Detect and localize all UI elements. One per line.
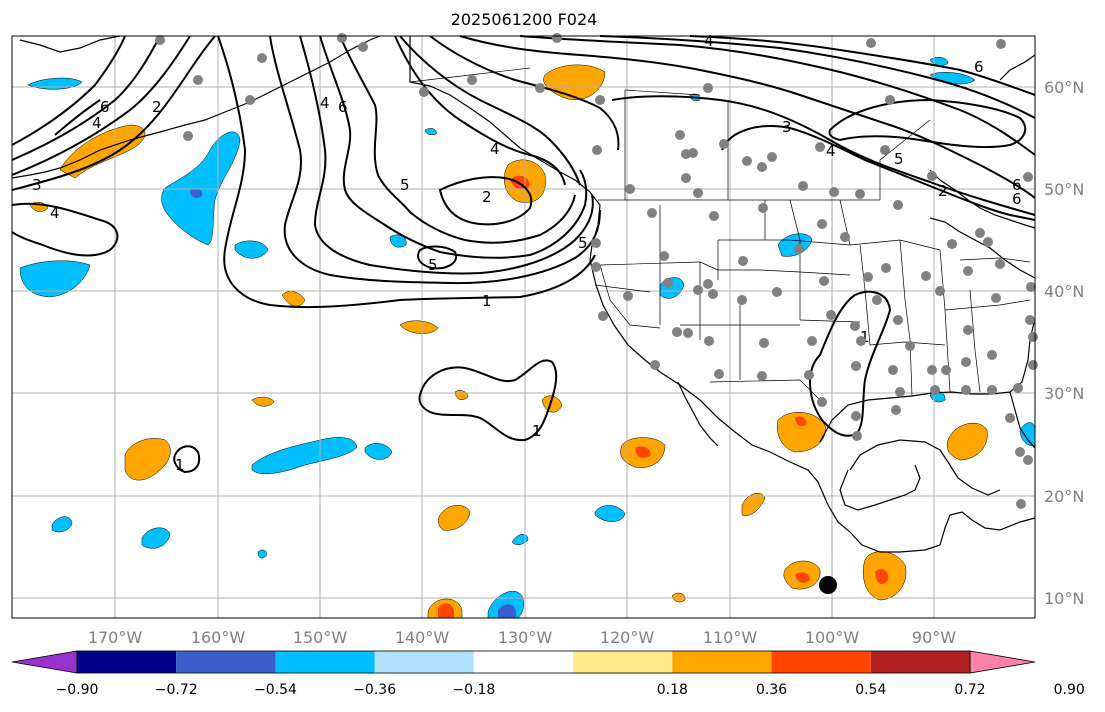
contour-label: 1 [532,422,542,440]
colorbar-outline [76,650,971,674]
colorbar-segment [77,651,177,673]
contour-label: 6 [974,58,984,76]
colorbar-tick-label: −0.90 [56,682,99,698]
lon-tick-label: 170°W [88,628,143,647]
lon-tick-label: 100°W [805,628,860,647]
lon-tick-label: 140°W [395,628,450,647]
lat-tick-label: 50°N [1044,180,1084,199]
contour-label: 4 [704,32,714,50]
contour-label: 4 [320,94,330,112]
colorbar-tick-label: 0.54 [855,682,886,698]
contour-label: 4 [92,114,102,132]
contour-label: 4 [50,204,60,222]
contour-label: 1 [175,456,185,474]
colorbar: −0.90 −0.72 −0.54 −0.36 −0.18 0.18 0.36 0.54 0.7… [11,650,1085,698]
contour-label: 5 [894,150,904,168]
contour-label: 6 [1012,176,1022,194]
shaded-anomalies [19,56,1036,619]
lat-tick-label: 20°N [1044,487,1084,506]
lon-tick-label: 150°W [293,628,348,647]
lat-tick-label: 40°N [1044,282,1084,301]
colorbar-segment [275,651,375,673]
lon-tick-label: 120°W [600,628,655,647]
contour-label: 5 [400,176,410,194]
lat-tick-label: 60°N [1044,78,1084,97]
center-marker [819,576,837,594]
colorbar-segment [771,651,871,673]
contour-label: 5 [578,234,588,252]
height-anomaly-contours [11,35,1036,474]
contour-label: 3 [782,118,792,136]
colorbar-segment [870,651,970,673]
contour-label: 3 [32,176,42,194]
strong-negative-anomaly-cores [190,188,516,618]
contour-label: 2 [152,98,162,116]
colorbar-tick-label: −0.72 [155,682,198,698]
colorbar-tick-label: 0.72 [954,682,985,698]
contour-label: 4 [490,140,500,158]
contour-label: 1 [482,292,492,310]
colorbar-tick-label: 0.90 [1054,682,1085,698]
map-panel: 6 2 4 3 4 4 6 5 5 2 5 1 4 6 3 4 5 6 6 2 … [11,32,1038,619]
contour-labels: 6 2 4 3 4 4 6 5 5 2 5 1 4 6 3 4 5 6 6 2 … [32,32,1022,474]
colorbar-tick-label: 0.18 [657,682,688,698]
lon-tick-label: 130°W [498,628,553,647]
graticule [12,36,1035,618]
lat-tick-label: 30°N [1044,384,1084,403]
colorbar-tick-label: 0.36 [756,682,787,698]
political-boundaries [409,67,1031,401]
longitude-ticks: 170°W 160°W 150°W 140°W 130°W 120°W 110°… [88,628,956,647]
coastlines [11,35,1036,553]
contour-label: 6 [1012,190,1022,208]
contour-label: 6 [100,98,110,116]
colorbar-segment [374,651,474,673]
colorbar-tick-label: −0.54 [254,682,297,698]
contour-label: 2 [482,188,492,206]
negative-anomaly-regions [19,56,1036,619]
contour-label: 5 [428,256,438,274]
lon-tick-label: 160°W [191,628,246,647]
colorbar-tick-label: −0.18 [452,682,495,698]
colorbar-segment [573,651,673,673]
colorbar-segment [473,651,574,673]
lat-tick-label: 10°N [1044,589,1084,608]
map-title: 2025061200 F024 [451,10,598,29]
colorbar-segment [176,651,276,673]
colorbar-extend-high [969,650,1036,674]
lon-tick-label: 110°W [703,628,758,647]
lon-tick-label: 90°W [912,628,956,647]
colorbar-segment [672,651,772,673]
contour-label: 2 [938,182,948,200]
contour-label: 4 [826,142,836,160]
colorbar-extend-low [11,650,78,674]
colorbar-tick-label: −0.36 [353,682,396,698]
contour-label: 6 [338,98,348,116]
contour-label: 1 [860,328,870,346]
latitude-ticks: 60°N 50°N 40°N 30°N 20°N 10°N [1044,78,1084,608]
